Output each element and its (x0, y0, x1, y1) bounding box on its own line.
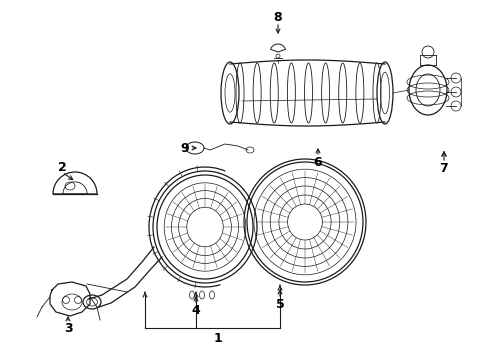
Text: 9: 9 (181, 141, 189, 154)
Text: 1: 1 (214, 332, 222, 345)
Text: 7: 7 (440, 162, 448, 175)
Text: 2: 2 (58, 161, 66, 174)
Text: 6: 6 (314, 156, 322, 168)
Text: 4: 4 (192, 303, 200, 316)
Text: 3: 3 (64, 321, 73, 334)
Text: 5: 5 (275, 297, 284, 310)
Text: 8: 8 (274, 10, 282, 23)
